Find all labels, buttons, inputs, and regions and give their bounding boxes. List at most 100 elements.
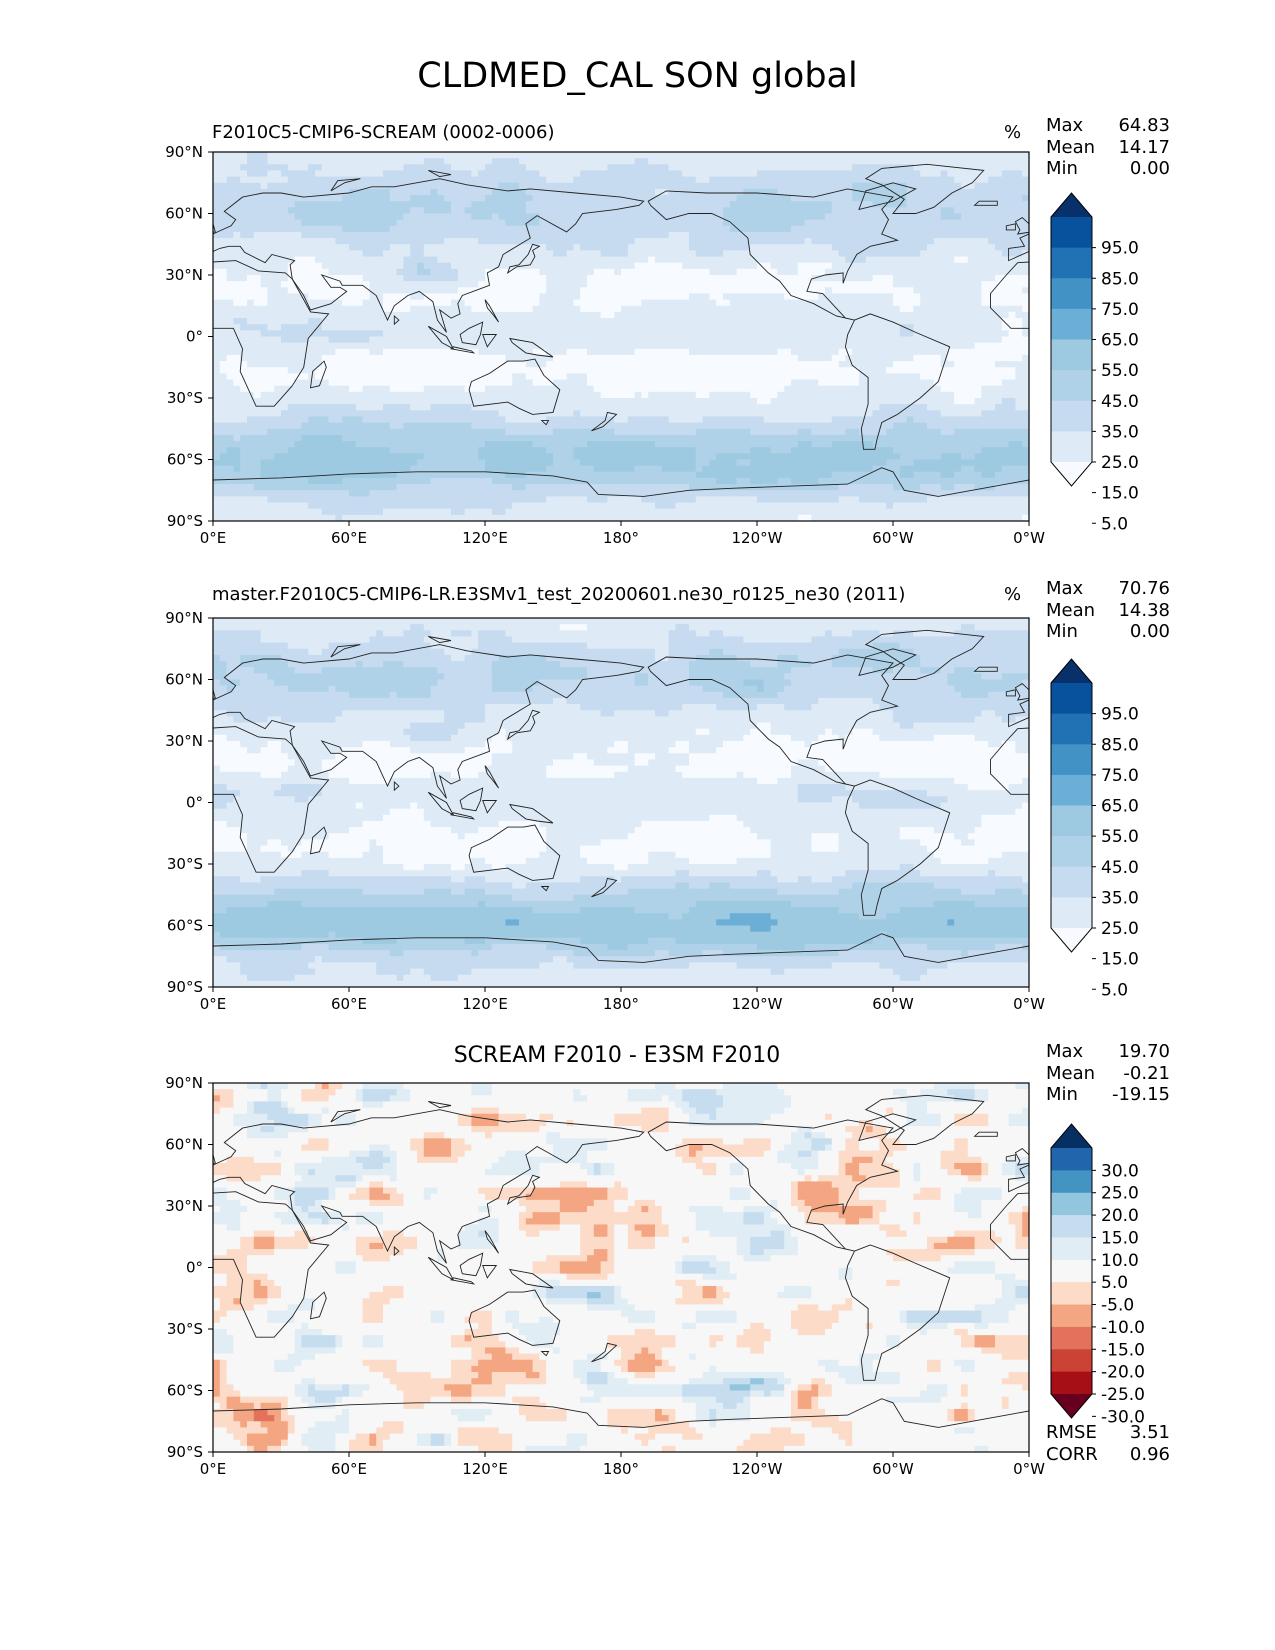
- colorbar-label: 95.0: [1101, 705, 1139, 725]
- coastline: [459, 787, 484, 812]
- x-tick-label: 0°E: [200, 995, 227, 1013]
- y-tick-label: 0°: [186, 328, 203, 346]
- panel-1-max-value: 64.83: [1118, 115, 1170, 136]
- colorbar-label: -30.0: [1101, 1407, 1145, 1427]
- panel-2-title: master.F2010C5-CMIP6-LR.E3SMv1_test_2020…: [212, 584, 906, 605]
- coastline: [1014, 217, 1029, 235]
- panel-3-title: SCREAM F2010 - E3SM F2010: [453, 1043, 781, 1068]
- colorbar-segment: [1051, 897, 1092, 929]
- panel-3-min-label: Min: [1046, 1084, 1078, 1105]
- colorbar-label: 5.0: [1101, 1273, 1128, 1293]
- x-tick-label: 0°W: [1013, 529, 1045, 547]
- panel-2-max-label: Max: [1046, 578, 1084, 599]
- colorbar-extend-top: [1051, 1124, 1092, 1148]
- coastline: [482, 1265, 498, 1279]
- coastlines-3: [213, 1094, 1029, 1452]
- panel-3-rmse-label: RMSE: [1046, 1422, 1097, 1443]
- panel-3-mean-value: -0.21: [1123, 1063, 1170, 1084]
- coastline: [213, 1191, 330, 1338]
- coastline: [393, 314, 400, 326]
- coastline: [393, 780, 400, 792]
- coastline: [213, 1398, 1029, 1452]
- x-tick-label: 120°E: [462, 529, 508, 547]
- coastline: [506, 243, 541, 275]
- panel-3-min-value: -19.15: [1111, 1084, 1170, 1105]
- colorbar-label: 5.0: [1101, 514, 1128, 534]
- coastline: [973, 666, 998, 672]
- coastline: [1005, 1154, 1016, 1162]
- y-tick-label: 60°N: [165, 671, 203, 689]
- colorbar-extend-bottom: [1051, 462, 1092, 486]
- coastline: [459, 1252, 484, 1277]
- colorbar-segment: [1051, 805, 1092, 837]
- colorbar-segment: [1051, 1215, 1092, 1238]
- coastline: [428, 636, 452, 644]
- panel-3-corr-value: 0.96: [1129, 1444, 1170, 1465]
- coastline: [1008, 1164, 1029, 1193]
- colorbar-label: -10.0: [1101, 1318, 1145, 1338]
- colorbar-segment: [1051, 1282, 1092, 1306]
- coastline: [506, 1174, 541, 1206]
- x-tick-label: 120°E: [462, 1460, 508, 1478]
- colorbar-label: 75.0: [1101, 300, 1139, 320]
- colorbar-segment: [1051, 1192, 1092, 1216]
- y-tick-label: 30°S: [167, 389, 203, 407]
- y-tick-label: 90°N: [165, 609, 203, 627]
- colorbar-label: 95.0: [1101, 239, 1139, 259]
- y-tick-label: 60°S: [167, 451, 203, 469]
- coastline: [393, 1245, 400, 1257]
- colorbar-segment: [1051, 683, 1092, 715]
- colorbar-label: -20.0: [1101, 1363, 1145, 1383]
- colorbar-label: -25.0: [1101, 1385, 1145, 1405]
- x-tick-label: 0°W: [1013, 1460, 1045, 1478]
- x-tick-label: 120°E: [462, 995, 508, 1013]
- coastline: [330, 178, 361, 192]
- x-tick-label: 180°: [603, 529, 639, 547]
- coastline: [1008, 233, 1029, 262]
- colorbar-label: 15.0: [1101, 1228, 1139, 1248]
- coastline: [973, 200, 998, 206]
- colorbar-label: -5.0: [1101, 1296, 1134, 1316]
- coastline: [509, 337, 554, 358]
- y-tick-label: 90°N: [165, 143, 203, 161]
- colorbar-segment: [1051, 1259, 1092, 1283]
- coastline: [213, 1154, 216, 1164]
- map-panel-1: 0°E 60°E 120°E 180° 120°W 60°W 0°W 90°N 60°N 30°N…: [165, 143, 1139, 547]
- coastline: [482, 334, 498, 348]
- y-tick-label: 60°N: [165, 1136, 203, 1154]
- panel-2-min-label: Min: [1046, 621, 1078, 642]
- coastline: [468, 1289, 561, 1346]
- coastline: [484, 1230, 499, 1254]
- x-tick-label: 0°W: [1013, 995, 1045, 1013]
- x-tick-label: 60°E: [331, 995, 367, 1013]
- coastline: [540, 886, 550, 892]
- coastline: [449, 1277, 476, 1285]
- colorbar-segment: [1051, 247, 1092, 279]
- coastline: [330, 1109, 361, 1123]
- coastline: [1014, 683, 1029, 701]
- field-raster-3: [213, 1083, 1029, 1452]
- coastline: [449, 346, 476, 354]
- colorbar-segment: [1051, 278, 1092, 310]
- colorbar-extend-bottom: [1051, 1394, 1092, 1418]
- panel-1-min-label: Min: [1046, 158, 1078, 179]
- y-tick-label: 30°N: [165, 732, 203, 750]
- y-tick-label: 60°S: [167, 1382, 203, 1400]
- colorbar-label: 25.0: [1101, 453, 1139, 473]
- y-tick-label: 90°S: [167, 512, 203, 530]
- coastline: [858, 1113, 917, 1142]
- colorbar-label: 45.0: [1101, 858, 1139, 878]
- coastline: [213, 933, 1029, 987]
- x-tick-label: 60°W: [872, 1460, 914, 1478]
- coastline: [844, 1244, 951, 1381]
- colorbar-segment: [1051, 431, 1092, 463]
- coastline: [213, 689, 216, 699]
- colorbar-label: 85.0: [1101, 269, 1139, 289]
- colorbar-label: 15.0: [1101, 484, 1139, 504]
- figure-title: CLDMED_CAL SON global: [417, 56, 858, 96]
- coastline: [864, 629, 985, 680]
- colorbar-label: 5.0: [1101, 980, 1128, 1000]
- coastline: [540, 420, 550, 426]
